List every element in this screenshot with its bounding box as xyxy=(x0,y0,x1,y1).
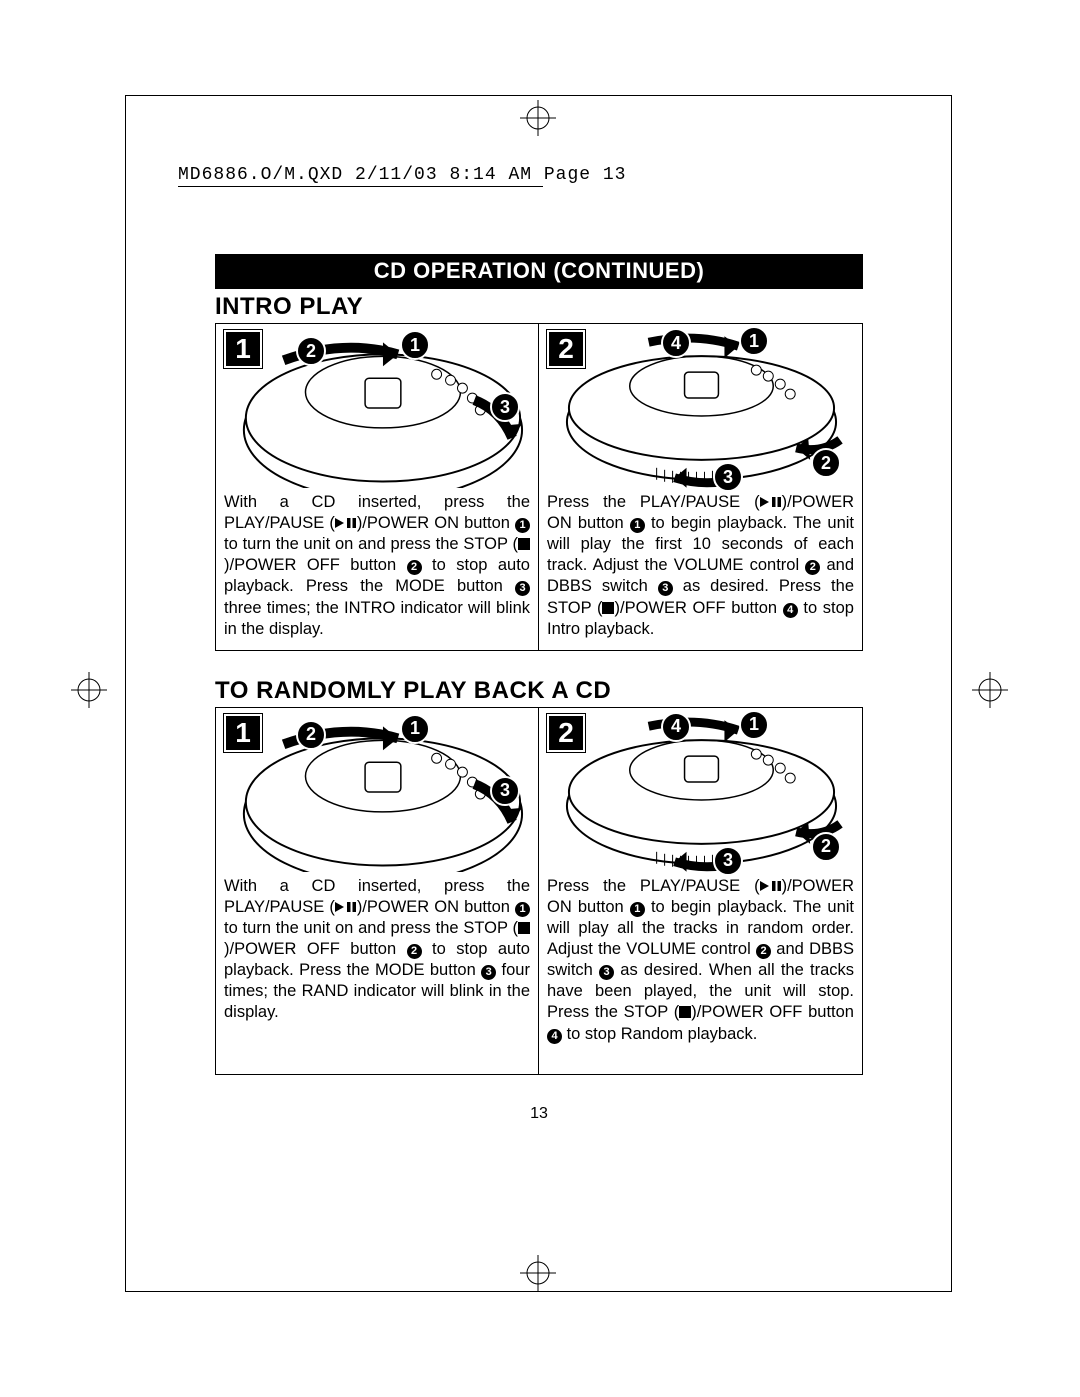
reference-number-icon: 3 xyxy=(515,581,530,596)
instruction-row: 2131With a CD inserted, press the PLAY/P… xyxy=(215,707,863,1075)
imprint-line: MD6886.O/M.QXD 2/11/03 8:14 AM Page 13 xyxy=(178,165,626,185)
step-number-badge: 1 xyxy=(224,330,262,368)
step-number-badge: 2 xyxy=(547,714,585,752)
instruction-panel: 2131With a CD inserted, press the PLAY/P… xyxy=(215,323,539,651)
page-number: 13 xyxy=(215,1105,863,1123)
diagram-callout: 3 xyxy=(713,462,743,492)
reference-number-icon: 2 xyxy=(407,560,422,575)
cd-player-side-diagram: 4132 xyxy=(547,330,854,488)
step-number-badge: 2 xyxy=(547,330,585,368)
diagram-callout: 1 xyxy=(400,714,430,744)
section-heading: INTRO PLAY xyxy=(215,293,863,321)
instruction-text: With a CD inserted, press the PLAY/PAUSE… xyxy=(224,492,530,640)
reference-number-icon: 1 xyxy=(630,518,645,533)
diagram-callout: 3 xyxy=(490,392,520,422)
registration-mark-icon xyxy=(520,1255,556,1291)
instruction-text: Press the PLAY/PAUSE ()/POWER ON button … xyxy=(547,876,854,1064)
registration-mark-icon xyxy=(972,672,1008,708)
diagram-callout: 2 xyxy=(811,832,841,862)
content-area: CD OPERATION (CONTINUED) INTRO PLAY 2 1 3 1… xyxy=(215,254,863,1075)
cd-player-side-diagram: 4132 xyxy=(547,714,854,872)
reference-number-icon: 1 xyxy=(630,902,645,917)
cd-player-top-diagram: 2 1 3 xyxy=(224,330,530,488)
reference-number-icon: 1 xyxy=(515,518,530,533)
reference-number-icon: 4 xyxy=(783,603,798,618)
diagram-callout: 1 xyxy=(739,710,769,740)
instruction-text: With a CD inserted, press the PLAY/PAUSE… xyxy=(224,876,530,1064)
registration-mark-icon xyxy=(520,100,556,136)
section-heading: TO RANDOMLY PLAY BACK A CD xyxy=(215,677,863,705)
reference-number-icon: 3 xyxy=(599,965,614,980)
reference-number-icon: 1 xyxy=(515,902,530,917)
instruction-row: 2131With a CD inserted, press the PLAY/P… xyxy=(215,323,863,651)
diagram-callout: 1 xyxy=(739,326,769,356)
diagram-callout: 4 xyxy=(661,328,691,358)
diagram-callout: 2 xyxy=(811,448,841,478)
reference-number-icon: 2 xyxy=(805,560,820,575)
imprint-underline xyxy=(178,186,543,187)
diagram-callout: 3 xyxy=(713,846,743,876)
instruction-text: Press the PLAY/PAUSE ()/POWER ON button … xyxy=(547,492,854,640)
title-bar: CD OPERATION (CONTINUED) xyxy=(215,254,863,289)
diagram-callout: 3 xyxy=(490,776,520,806)
step-number-badge: 1 xyxy=(224,714,262,752)
page: MD6886.O/M.QXD 2/11/03 8:14 AM Page 13 C… xyxy=(0,0,1080,1397)
diagram-callout: 4 xyxy=(661,712,691,742)
instruction-panel: 41322Press the PLAY/PAUSE ()/POWER ON bu… xyxy=(539,707,863,1075)
registration-mark-icon xyxy=(71,672,107,708)
instruction-panel: 41322Press the PLAY/PAUSE ()/POWER ON bu… xyxy=(539,323,863,651)
diagram-callout: 2 xyxy=(296,336,326,366)
reference-number-icon: 3 xyxy=(658,581,673,596)
diagram-callout: 2 xyxy=(296,720,326,750)
reference-number-icon: 2 xyxy=(756,944,771,959)
diagram-callout: 1 xyxy=(400,330,430,360)
reference-number-icon: 3 xyxy=(481,965,496,980)
reference-number-icon: 2 xyxy=(407,944,422,959)
instruction-panel: 2131With a CD inserted, press the PLAY/P… xyxy=(215,707,539,1075)
cd-player-top-diagram: 2 1 3 xyxy=(224,714,530,872)
reference-number-icon: 4 xyxy=(547,1029,562,1044)
